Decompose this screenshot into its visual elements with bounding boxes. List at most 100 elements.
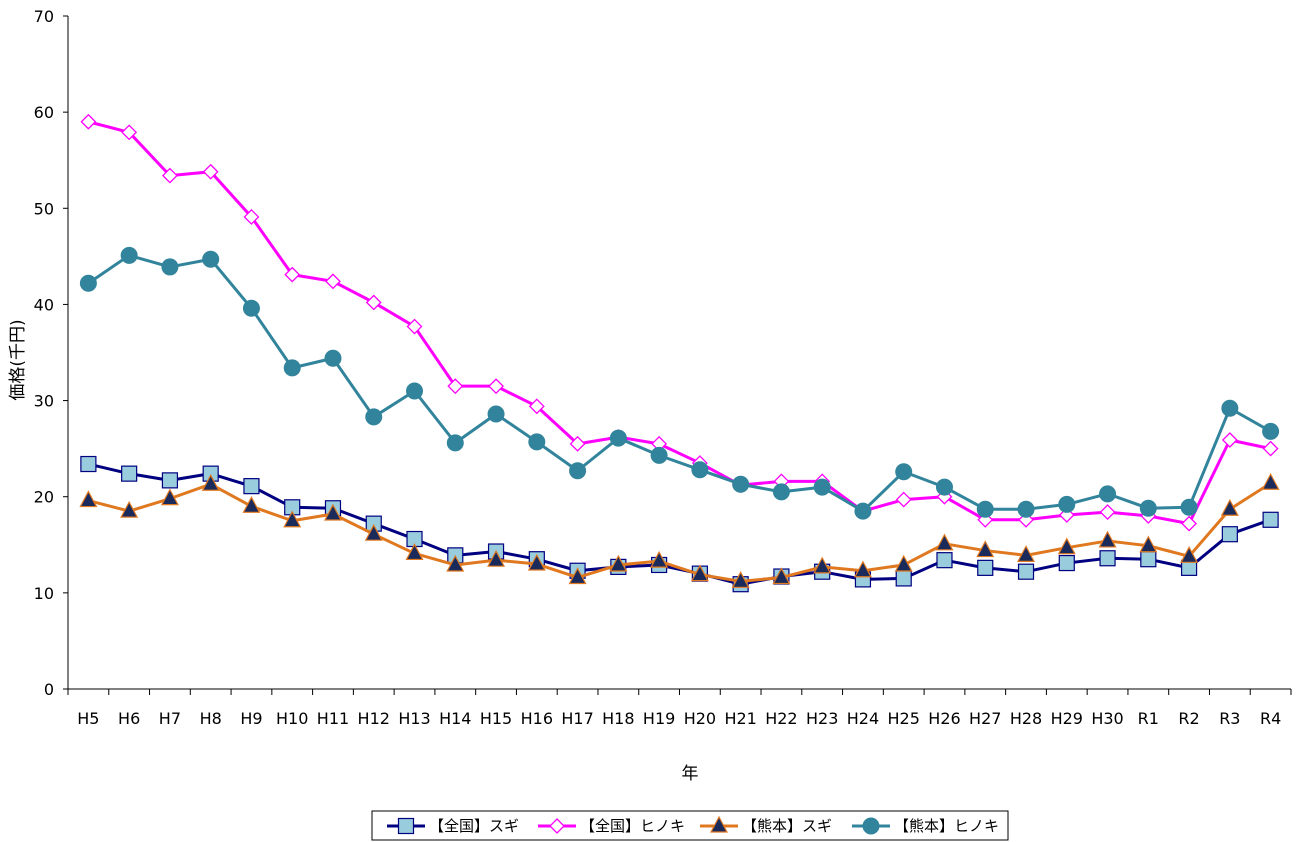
data-point: [406, 382, 424, 400]
data-point: [1221, 526, 1238, 543]
data-point: [854, 502, 872, 520]
data-point: [446, 554, 465, 572]
legend-marker: [710, 815, 728, 833]
data-point: [935, 533, 954, 551]
data-point: [1017, 563, 1035, 580]
x-tick-label: H23: [806, 709, 838, 728]
x-tick-label: H30: [1091, 709, 1123, 728]
data-point: [772, 483, 790, 501]
legend-item: 【熊本】ヒノキ: [852, 817, 999, 835]
legend-item: 【全国】スギ: [387, 817, 519, 835]
data-point: [894, 554, 913, 572]
x-tick-label: R1: [1138, 709, 1159, 728]
y-axis-ticks: 0 10 20 30 40 50 60 70: [34, 7, 68, 699]
x-tick-label: H20: [684, 709, 716, 728]
data-point: [365, 408, 383, 426]
x-tick-label: H12: [358, 709, 390, 728]
x-tick-label: H9: [240, 709, 262, 728]
legend-marker: [397, 817, 415, 835]
x-tick-label: H18: [602, 709, 634, 728]
legend-label: 【全国】スギ: [429, 817, 519, 835]
data-point: [1140, 551, 1157, 568]
x-tick-label: H11: [317, 709, 349, 728]
data-point: [609, 429, 627, 447]
data-point: [243, 209, 260, 225]
data-point: [731, 571, 750, 588]
data-point: [79, 490, 98, 508]
data-point: [1099, 504, 1116, 521]
data-point: [853, 560, 872, 578]
data-point: [160, 488, 179, 506]
x-tick-label: H14: [439, 709, 471, 728]
data-point: [284, 266, 301, 283]
y-tick-label: 0: [44, 680, 54, 699]
series-layer: [79, 113, 1280, 593]
data-point: [325, 273, 341, 290]
data-point: [1262, 440, 1279, 457]
data-point: [813, 478, 831, 496]
data-point: [487, 405, 505, 423]
data-point: [976, 500, 994, 518]
x-tick-label: R2: [1178, 709, 1199, 728]
legend-label: 【全国】ヒノキ: [580, 817, 685, 835]
series-3: [79, 472, 1280, 588]
y-tick-label: 60: [34, 103, 54, 122]
data-point: [120, 246, 138, 264]
legend-marker: [549, 818, 565, 834]
y-tick-label: 40: [34, 295, 54, 314]
data-point: [1099, 485, 1117, 503]
series-4: [79, 246, 1280, 520]
data-point: [1221, 399, 1239, 417]
x-tick-label: H29: [1051, 709, 1083, 728]
data-point: [324, 349, 342, 367]
legend-box: [371, 810, 1009, 841]
data-point: [1017, 500, 1035, 518]
data-point: [405, 543, 424, 561]
data-point: [1180, 498, 1198, 516]
data-point: [1262, 422, 1280, 440]
series-1: [80, 455, 1279, 593]
data-point: [1139, 535, 1158, 553]
series-line: [87, 253, 1272, 513]
data-point: [650, 550, 669, 568]
data-point: [121, 465, 138, 482]
data-point: [242, 299, 260, 317]
data-point: [79, 274, 97, 292]
data-point: [406, 318, 423, 335]
data-point: [1058, 495, 1076, 513]
y-tick-label: 30: [34, 392, 54, 411]
data-point: [895, 463, 913, 481]
data-point: [80, 455, 97, 473]
data-point: [121, 124, 138, 141]
data-point: [935, 478, 953, 496]
legend-item: 【全国】ヒノキ: [538, 817, 685, 835]
data-point: [488, 378, 504, 395]
data-point: [1262, 511, 1279, 528]
x-tick-label: H24: [847, 709, 879, 728]
data-point: [1180, 546, 1199, 563]
data-point: [365, 294, 382, 311]
y-axis-title: 価格(千円): [8, 319, 28, 400]
series-line: [88, 481, 1272, 583]
y-tick-label: 10: [34, 584, 54, 603]
data-point: [1181, 515, 1198, 532]
x-tick-label: H13: [398, 709, 430, 728]
data-point: [1058, 507, 1075, 523]
x-tick-label: H22: [765, 709, 797, 728]
x-axis-ticks: H5 H6 H7 H8 H9 H10 H11 H12 H13 H14 H15 H16 H17 H18 H19…: [67, 689, 1292, 728]
data-point: [976, 540, 995, 558]
data-point: [1220, 498, 1239, 516]
data-point: [323, 503, 342, 521]
data-point: [201, 473, 220, 491]
data-point: [283, 359, 301, 377]
data-point: [1221, 432, 1238, 448]
data-point: [936, 552, 953, 569]
legend-label: 【熊本】スギ: [742, 817, 832, 835]
legend-label: 【熊本】ヒノキ: [894, 817, 999, 835]
data-point: [732, 475, 750, 493]
x-tick-label: R3: [1219, 709, 1240, 728]
data-point: [487, 549, 506, 567]
data-point: [80, 113, 97, 130]
data-point: [364, 523, 383, 541]
data-point: [1139, 499, 1157, 517]
